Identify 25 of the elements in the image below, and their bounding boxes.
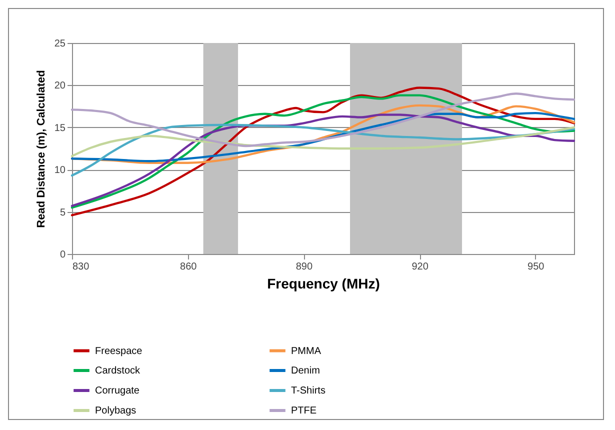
legend-label: Polybags: [95, 406, 136, 416]
legend-label: Denim: [291, 366, 320, 376]
y-tick-label: 0: [60, 250, 66, 260]
y-tick-label: 15: [54, 122, 66, 134]
x-tick-label: 890: [296, 262, 313, 272]
x-tick-label: 950: [528, 262, 545, 272]
legend-label: T-Shirts: [291, 386, 326, 396]
line-series: [70, 114, 576, 207]
line-series: [70, 126, 576, 158]
legend-label: PMMA: [291, 346, 322, 357]
x-tick-label: 830: [72, 262, 90, 272]
y-tick-label: 20: [54, 80, 66, 92]
legend-label: Cardstock: [95, 366, 142, 376]
x-axis-title: Frequency (MHz): [267, 276, 380, 292]
y-tick-label: 5: [60, 207, 66, 218]
y-tick-label: 25: [54, 38, 66, 50]
x-tick-label: 860: [180, 262, 198, 272]
y-tick-label: 10: [54, 165, 66, 176]
legend-label: PTFE: [291, 406, 317, 416]
legend-label: Corrugate: [95, 386, 140, 396]
line-series: [70, 124, 576, 177]
y-axis-title: Read Distance (m), Calculated: [35, 70, 48, 228]
x-tick-label: 920: [412, 262, 429, 272]
legend-label: Freespace: [95, 346, 143, 357]
line-series: [70, 92, 576, 148]
